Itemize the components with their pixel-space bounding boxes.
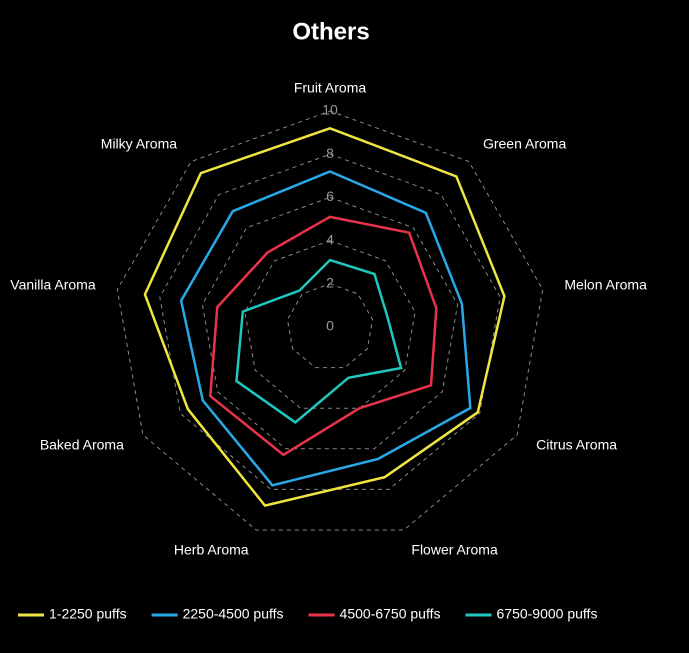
grid-ring [116, 110, 544, 531]
category-label: Citrus Aroma [536, 437, 617, 453]
r-tick-label: 10 [322, 102, 338, 118]
r-tick-label: 6 [326, 188, 334, 204]
category-label: Herb Aroma [174, 541, 249, 557]
legend-label: 4500-6750 puffs [340, 606, 441, 622]
category-label: Fruit Aroma [294, 80, 367, 96]
series-line [143, 126, 506, 508]
series-line [179, 170, 472, 487]
chart-title: Others [292, 18, 369, 45]
r-tick-label: 2 [326, 275, 334, 291]
category-label: Milky Aroma [101, 135, 177, 151]
legend-label: 2250-4500 puffs [183, 606, 284, 622]
r-tick-label: 0 [326, 318, 334, 334]
category-label: Baked Aroma [40, 437, 124, 453]
grid-ring [201, 196, 459, 450]
r-tick-label: 8 [326, 145, 334, 161]
series-line [235, 258, 403, 424]
category-label: Vanilla Aroma [10, 276, 96, 292]
category-label: Green Aroma [483, 135, 566, 151]
legend-label: 6750-9000 puffs [497, 606, 598, 622]
legend-label: 1-2250 puffs [49, 606, 127, 622]
category-label: Flower Aroma [411, 541, 498, 557]
grid-ring [244, 240, 416, 409]
series-line [208, 215, 438, 457]
r-tick-label: 4 [326, 231, 334, 247]
category-label: Melon Aroma [564, 276, 647, 292]
